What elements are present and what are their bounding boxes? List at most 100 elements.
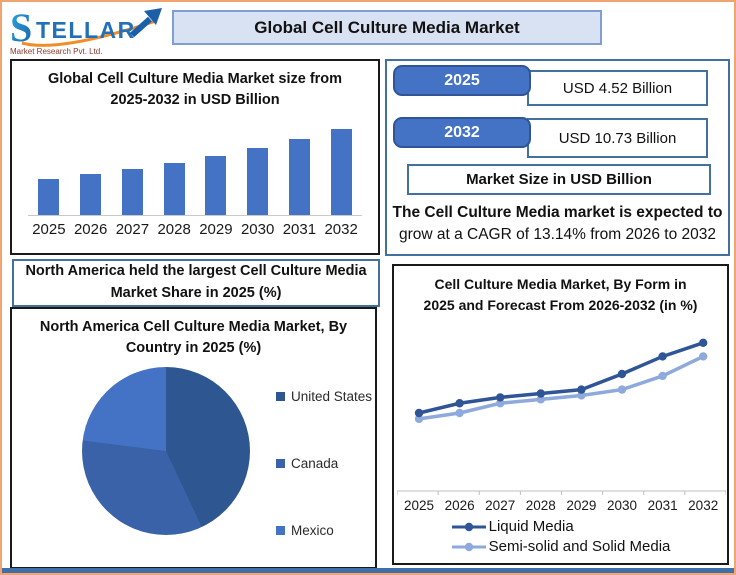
bar-2029 xyxy=(205,156,227,215)
logo-swoosh xyxy=(21,19,157,47)
line-x-label: 2028 xyxy=(526,498,556,513)
series-marker xyxy=(455,408,464,418)
swatch-dot xyxy=(464,522,473,531)
logo-letters: TELLAR xyxy=(36,17,136,43)
bar-x-label: 2032 xyxy=(324,221,358,238)
bar-series xyxy=(28,119,362,216)
series-marker xyxy=(617,385,627,394)
bar-slot xyxy=(28,119,70,215)
bar-slot xyxy=(279,119,321,215)
bar-x-label: 2031 xyxy=(282,221,317,238)
series-marker xyxy=(658,371,667,381)
legend-swatch-icon xyxy=(276,392,285,401)
stellar-logo-graphic: S TELLAR Market Research Pvt. Ltd. xyxy=(10,5,162,56)
series-marker xyxy=(414,408,424,418)
pie-chart-title: North America Cell Culture Media Market,… xyxy=(12,317,375,359)
pie-legend-item: United States xyxy=(276,389,372,404)
north-america-banner: North America held the largest Cell Cult… xyxy=(12,259,380,307)
series-marker xyxy=(577,391,586,400)
pie-legend-label: Canada xyxy=(291,456,339,471)
pie-legend: United States Canada Mexico xyxy=(276,389,372,538)
banner-line1: North America held the largest Cell Cult… xyxy=(25,263,367,280)
bar-x-label: 2029 xyxy=(199,221,233,238)
bar-slot xyxy=(70,119,112,215)
bar-x-label: 2026 xyxy=(73,221,108,238)
line-legend-swatch-icon xyxy=(451,522,486,531)
swatch-dot xyxy=(464,542,473,551)
series-marker xyxy=(496,399,505,408)
bar-2028 xyxy=(163,163,185,215)
pie-chart-panel: North America Cell Culture Media Market,… xyxy=(10,307,377,569)
bar-slot xyxy=(195,119,237,215)
line-legend-label: Liquid Media xyxy=(488,518,574,535)
series-marker xyxy=(658,352,667,361)
series-marker xyxy=(414,414,424,424)
bar-slot xyxy=(237,119,279,215)
bar-x-label: 2027 xyxy=(115,221,150,238)
pie-legend-item: Canada xyxy=(276,456,372,471)
line-legend: Liquid Media Semi-solid and Solid Media xyxy=(394,518,727,555)
bar-x-label: 2025 xyxy=(32,221,66,238)
bar-slot xyxy=(112,119,154,215)
bar-slot xyxy=(153,119,195,215)
bottom-accent-bar xyxy=(2,568,734,573)
market-stats-panel: 2025 USD 4.52 Billion 2032 USD 10.73 Bil… xyxy=(385,59,730,256)
banner-line2: Market Share in 2025 (%) xyxy=(110,285,282,301)
value-box-2025: USD 4.52 Billion xyxy=(527,70,708,106)
line-title-line1: Cell Culture Media Market, By Form in xyxy=(434,276,687,292)
line-x-label: 2032 xyxy=(688,498,718,513)
cagr-line2: grow at a CAGR of 13.14% from 2026 to 20… xyxy=(398,225,717,243)
bar-2026 xyxy=(80,174,102,215)
bar-x-label: 2028 xyxy=(157,221,191,238)
series-marker xyxy=(699,338,708,347)
pie-title-line2: Country in 2025 (%) xyxy=(125,340,262,357)
series-marker xyxy=(496,393,505,402)
pie-chart xyxy=(82,367,250,535)
cagr-line1: The Cell Culture Media market is expecte… xyxy=(392,204,723,221)
series-line-semi-solid-and-solid-media xyxy=(418,354,704,421)
bar-2025 xyxy=(38,179,60,215)
bar-2027 xyxy=(121,169,143,215)
line-legend-inner: Liquid Media Semi-solid and Solid Media xyxy=(451,518,671,555)
line-chart-svg: 2025 2026 2027 2028 2029 2030 2031 2032 xyxy=(397,338,726,513)
cagr-statement: The Cell Culture Media market is expecte… xyxy=(387,202,728,245)
year-pill-2032: 2032 xyxy=(393,117,531,148)
bar-x-label: 2030 xyxy=(240,221,275,238)
year-pill-2025: 2025 xyxy=(393,65,531,96)
line-x-label: 2031 xyxy=(648,498,678,513)
line-legend-item: Semi-solid and Solid Media xyxy=(451,538,671,555)
series-line-liquid-media xyxy=(418,341,704,415)
bar-chart-title: Global Cell Culture Media Market size fr… xyxy=(12,69,378,111)
value-box-2032: USD 10.73 Billion xyxy=(527,118,708,158)
pie-title-line1: North America Cell Culture Media Market,… xyxy=(39,319,348,335)
bar-2030 xyxy=(247,148,269,215)
bar-chart-panel: Global Cell Culture Media Market size fr… xyxy=(10,59,380,255)
logo-arrow-shaft xyxy=(130,16,152,38)
bar-chart-title-line2: 2025-2032 in USD Billion xyxy=(110,92,280,109)
line-title-line2: 2025 and Forecast From 2026-2032 (in %) xyxy=(423,297,698,313)
bar-2031 xyxy=(288,139,310,215)
pie-legend-item: Mexico xyxy=(276,523,372,538)
line-chart-panel: Cell Culture Media Market, By Form in 20… xyxy=(392,264,729,565)
line-x-label: 2026 xyxy=(445,498,475,513)
logo-letter-s: S xyxy=(10,5,32,50)
legend-swatch-icon xyxy=(276,459,285,468)
bar-x-labels: 2025 2026 2027 2028 2029 2030 2031 2032 xyxy=(28,221,362,238)
series-marker xyxy=(536,389,545,398)
bar-chart-title-line1: Global Cell Culture Media Market size fr… xyxy=(47,71,343,87)
series-marker xyxy=(536,395,545,404)
line-legend-label: Semi-solid and Solid Media xyxy=(488,538,671,555)
pie-legend-label: Mexico xyxy=(291,523,334,538)
line-x-label: 2030 xyxy=(607,498,637,513)
series-marker xyxy=(617,369,627,379)
bar-2032 xyxy=(330,129,352,215)
page-title: Global Cell Culture Media Market xyxy=(172,10,602,45)
series-marker xyxy=(699,352,708,361)
line-x-label: 2027 xyxy=(485,498,515,513)
pie-legend-label: United States xyxy=(291,389,373,404)
stellar-logo: S TELLAR Market Research Pvt. Ltd. xyxy=(8,5,168,57)
line-chart-title: Cell Culture Media Market, By Form in 20… xyxy=(394,274,727,316)
logo-arrow-head xyxy=(144,8,162,25)
legend-swatch-icon xyxy=(276,526,285,535)
